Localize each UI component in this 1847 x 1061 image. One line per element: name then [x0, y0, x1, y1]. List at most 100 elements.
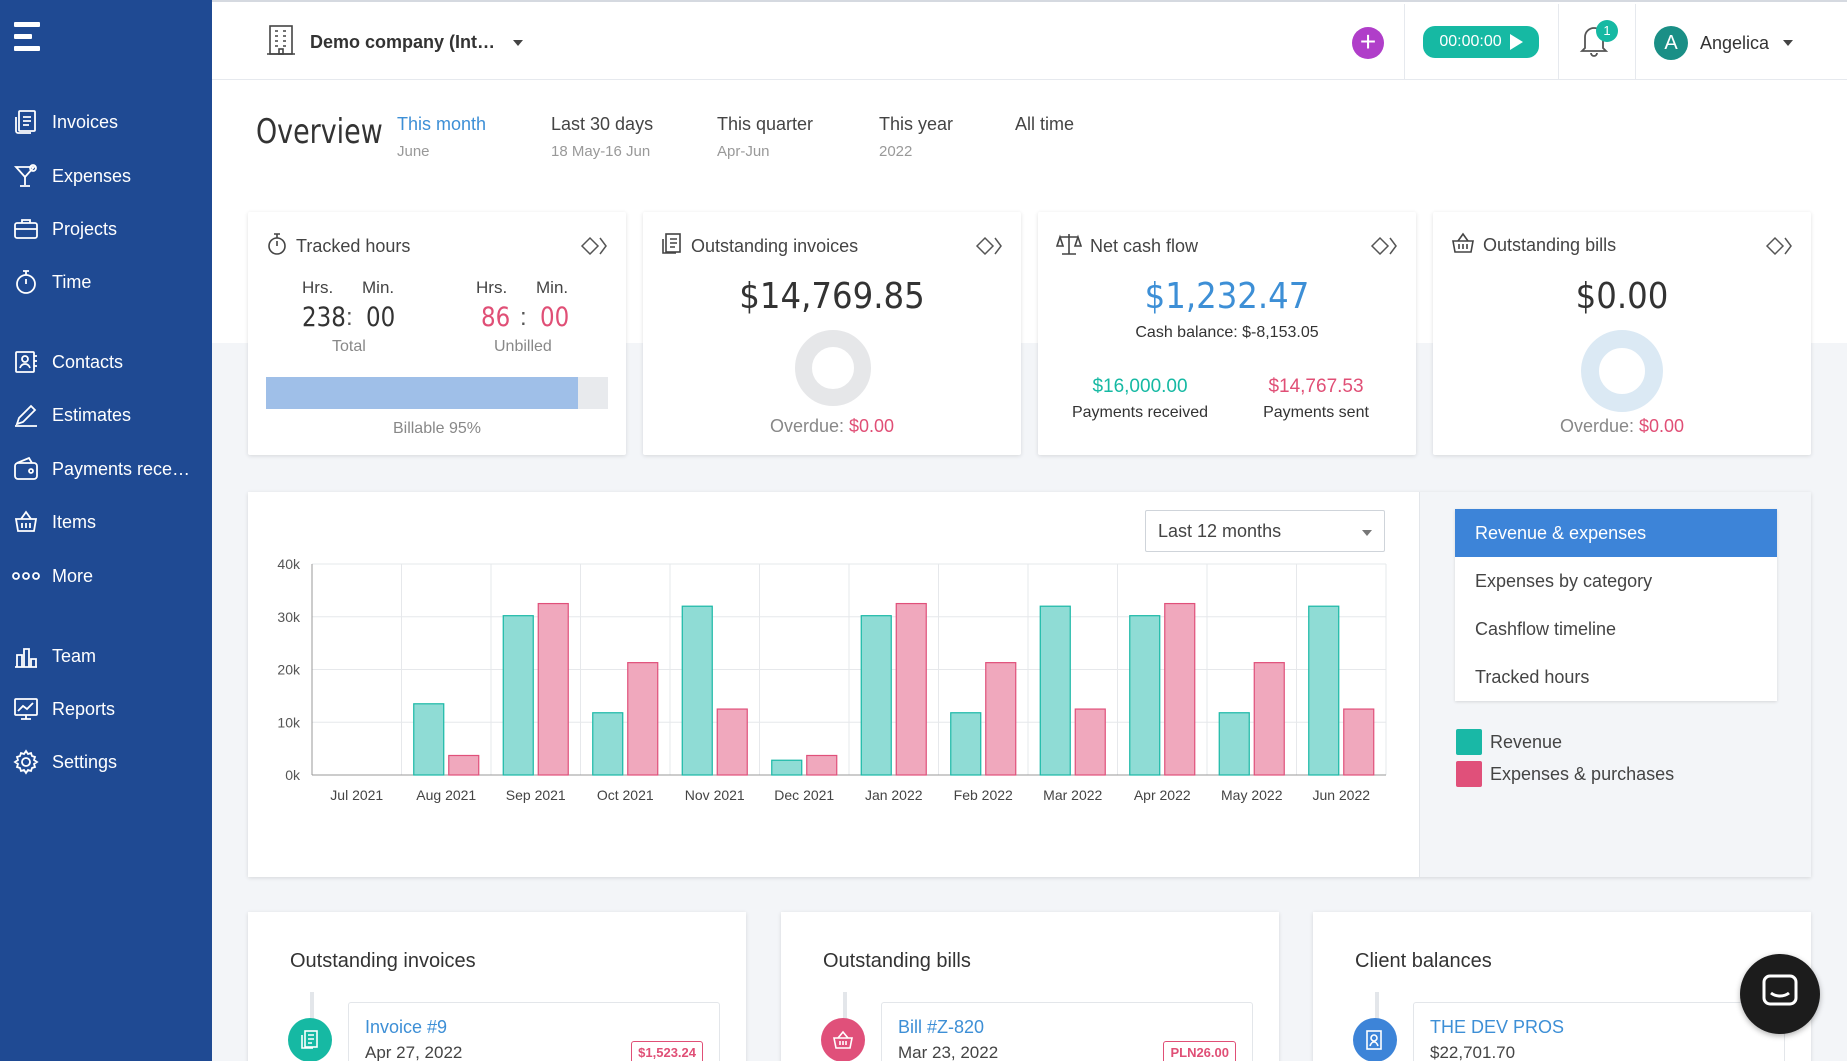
period-this-quarter[interactable]: This quarter Apr-Jun — [717, 114, 814, 160]
unbilled-minutes: 00 — [540, 302, 570, 333]
more-dots-icon — [12, 562, 40, 590]
y-tick-label: 40k — [277, 556, 301, 572]
card-title: Net cash flow — [1090, 236, 1199, 256]
min-label: Min. — [536, 278, 569, 297]
revenue-bar — [860, 615, 892, 776]
wallet-icon — [12, 455, 40, 483]
contacts-icon — [1353, 1018, 1397, 1061]
net-cash-amount: $1,232.47 — [1144, 276, 1310, 317]
sidebar-item-items[interactable]: Items — [0, 502, 212, 542]
team-icon — [12, 642, 40, 670]
sidebar-item-settings[interactable]: Settings — [0, 742, 212, 782]
chart-panel: Last 12 months 0k 10k 20k 30k 40k Jul 2021 Aug… — [248, 492, 1811, 877]
chart-options: Revenue & expenses Expenses by category … — [1419, 492, 1811, 877]
swap-icon[interactable] — [1765, 234, 1795, 258]
basket-icon — [821, 1018, 865, 1061]
top-header: Demo company (Int… + 00:00:00 1 A Angeli… — [212, 0, 1847, 80]
sidebar-item-projects[interactable]: Projects — [0, 209, 212, 249]
sidebar-item-time[interactable]: Time — [0, 262, 212, 302]
period-this-month[interactable]: This month June — [397, 114, 487, 160]
swap-icon[interactable] — [1370, 234, 1400, 258]
outstanding-invoices-card[interactable]: Outstanding invoices $14,769.85 Overdue:… — [643, 212, 1021, 455]
list-item: Bill #Z-820 Mar 23, 2022 PLN26.00 — [881, 1002, 1253, 1061]
sidebar-item-estimates[interactable]: Estimates — [0, 395, 212, 435]
list-item: THE DEV PROS $22,701.70 — [1413, 1002, 1785, 1061]
legend-swatch — [1456, 761, 1482, 787]
x-tick-label: Sep 2021 — [506, 787, 566, 803]
timeline-line — [843, 992, 847, 1032]
menu-expenses-by-category[interactable]: Expenses by category — [1475, 571, 1653, 591]
basket-icon — [1451, 232, 1475, 259]
expenses-bar — [895, 602, 927, 776]
app-logo-icon[interactable] — [14, 22, 40, 52]
user-menu[interactable]: A Angelica — [1654, 26, 1794, 60]
briefcase-icon — [12, 215, 40, 243]
menu-cashflow-timeline[interactable]: Cashflow timeline — [1475, 619, 1617, 639]
revenue-bar — [771, 759, 803, 776]
y-tick-label: 0k — [285, 767, 301, 783]
page-title: Overview — [256, 112, 383, 152]
section-title: Outstanding invoices — [290, 950, 476, 972]
total-label: Total — [332, 338, 366, 355]
revenue-bar — [681, 605, 713, 776]
card-title: Outstanding invoices — [691, 236, 859, 256]
expenses-bar — [1343, 708, 1375, 776]
range-select[interactable]: Last 12 months — [1145, 510, 1385, 552]
swap-icon[interactable] — [975, 234, 1005, 258]
outstanding-bills-amount: $0.00 — [1575, 276, 1669, 317]
invoice-icon — [12, 108, 40, 136]
x-tick-label: Oct 2021 — [597, 787, 654, 803]
expenses-bar — [985, 662, 1017, 776]
expenses-bar — [806, 754, 838, 776]
sidebar-item-payments-received[interactable]: Payments rece… — [0, 449, 212, 489]
bill-link[interactable]: Bill #Z-820 — [898, 1017, 985, 1037]
sidebar-item-reports[interactable]: Reports — [0, 689, 212, 729]
unbilled-hours: 86 — [481, 302, 511, 333]
list-item: Invoice #9 Apr 27, 2022 $1,523.24 — [348, 1002, 720, 1061]
revenue-bar — [1039, 605, 1071, 776]
notification-badge: 1 — [1596, 20, 1618, 42]
net-cash-flow-card[interactable]: Net cash flow $1,232.47 Cash balance: $-… — [1038, 212, 1416, 455]
revenue-bar — [1218, 712, 1250, 776]
outstanding-bills-card[interactable]: Outstanding bills $0.00 Overdue: $0.00 — [1433, 212, 1811, 455]
chat-button[interactable] — [1740, 954, 1820, 1034]
sidebar-item-contacts[interactable]: Contacts — [0, 342, 212, 382]
swap-icon[interactable] — [580, 234, 610, 258]
stopwatch-icon — [12, 268, 40, 296]
outstanding-invoices-list: Outstanding invoices Invoice #9 Apr 27, … — [248, 912, 746, 1061]
x-tick-label: Feb 2022 — [954, 787, 1013, 803]
legend-revenue[interactable]: Revenue — [1456, 726, 1674, 758]
legend-expenses[interactable]: Expenses & purchases — [1456, 758, 1674, 790]
timer-value: 00:00:00 — [1439, 33, 1502, 50]
header-divider — [1558, 4, 1559, 80]
avatar: A — [1654, 26, 1688, 60]
range-select-value: Last 12 months — [1158, 521, 1282, 541]
min-label: Min. — [362, 278, 395, 297]
menu-tracked-hours[interactable]: Tracked hours — [1475, 667, 1590, 687]
client-link[interactable]: THE DEV PROS — [1430, 1017, 1565, 1037]
chat-icon — [1760, 973, 1800, 1016]
expenses-bar — [537, 602, 569, 776]
x-tick-label: Mar 2022 — [1043, 787, 1102, 803]
company-switcher[interactable]: Demo company (Int… — [266, 24, 524, 61]
chevron-down-icon — [1362, 530, 1372, 536]
sidebar-item-expenses[interactable]: Expenses — [0, 156, 212, 196]
time-colon: : — [346, 304, 353, 331]
invoice-link[interactable]: Invoice #9 — [365, 1017, 448, 1037]
sidebar-item-team[interactable]: Team — [0, 636, 212, 676]
invoice-icon — [288, 1018, 332, 1061]
quick-add-button[interactable]: + — [1352, 27, 1384, 59]
user-name: Angelica — [1700, 32, 1770, 53]
period-last-30-days[interactable]: Last 30 days 18 May-16 Jun — [551, 114, 654, 160]
revenue-bar — [1129, 615, 1161, 776]
timer-button[interactable]: 00:00:00 — [1423, 26, 1539, 58]
period-this-year[interactable]: This year 2022 — [879, 114, 954, 160]
cocktail-icon — [12, 162, 40, 190]
sidebar-item-more[interactable]: More — [0, 556, 212, 596]
menu-revenue-expenses[interactable]: Revenue & expenses — [1455, 509, 1777, 557]
period-all-time[interactable]: All time — [1015, 114, 1075, 134]
basket-icon — [12, 508, 40, 536]
x-tick-label: Nov 2021 — [685, 787, 745, 803]
sidebar-item-invoices[interactable]: Invoices — [0, 102, 212, 142]
tracked-hours-card[interactable]: Tracked hours Hrs. Min. Hrs. Min. 238 : … — [248, 212, 626, 455]
